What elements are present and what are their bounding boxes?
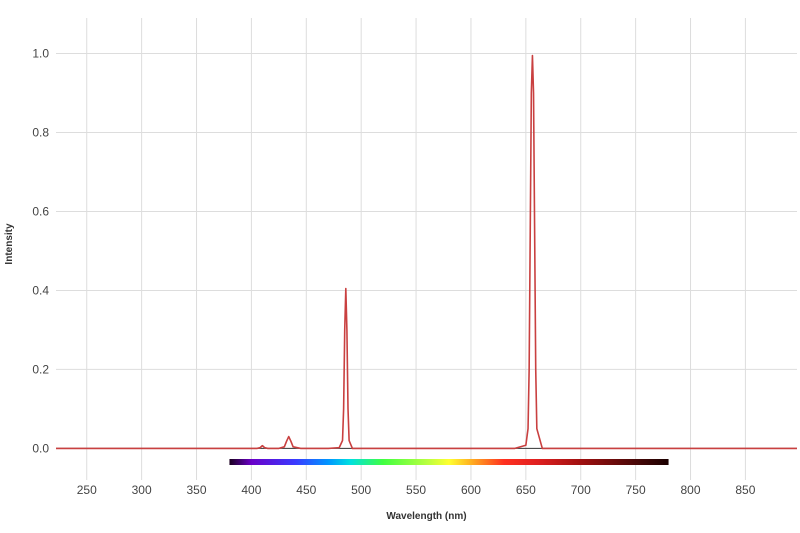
y-tick-label: 0.4 bbox=[32, 283, 49, 297]
series-layer bbox=[56, 54, 797, 450]
x-tick-label: 600 bbox=[461, 483, 481, 497]
y-tick-label: 1.0 bbox=[32, 47, 49, 61]
x-tick-label: 800 bbox=[680, 483, 700, 497]
y-tick-label: 0.6 bbox=[32, 204, 49, 218]
x-tick-label: 850 bbox=[735, 483, 755, 497]
y-axis-title: Intensity bbox=[4, 223, 15, 265]
y-tick-label: 0.8 bbox=[32, 126, 49, 140]
x-tick-label: 250 bbox=[77, 483, 97, 497]
spectrum-series-line bbox=[56, 54, 797, 450]
y-tick-label: 0.0 bbox=[32, 441, 49, 455]
x-tick-label: 450 bbox=[296, 483, 316, 497]
x-tick-labels: 250 300 350 400 450 500 550 600 650 700 750 800 850 bbox=[77, 483, 756, 497]
x-tick-label: 500 bbox=[351, 483, 371, 497]
y-tick-labels: 0.0 0.2 0.4 0.6 0.8 1.0 bbox=[32, 47, 49, 456]
y-grid-lines bbox=[56, 53, 797, 449]
x-tick-label: 350 bbox=[186, 483, 206, 497]
x-tick-label: 550 bbox=[406, 483, 426, 497]
x-tick-label: 700 bbox=[571, 483, 591, 497]
x-tick-label: 300 bbox=[132, 483, 152, 497]
x-tick-label: 750 bbox=[626, 483, 646, 497]
y-tick-label: 0.2 bbox=[32, 362, 49, 376]
x-tick-label: 650 bbox=[516, 483, 536, 497]
visible-spectrum-bar bbox=[229, 459, 669, 465]
x-grid-lines bbox=[86, 18, 746, 480]
x-axis-title: Wavelength (nm) bbox=[386, 511, 466, 522]
x-tick-label: 400 bbox=[241, 483, 261, 497]
